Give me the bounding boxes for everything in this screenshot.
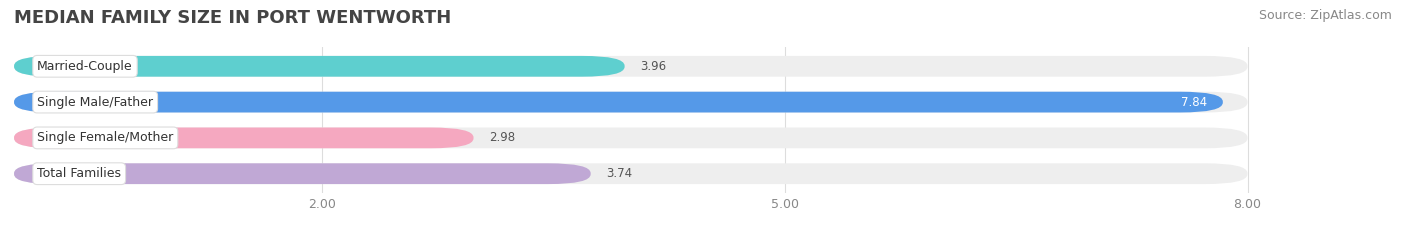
Text: Total Families: Total Families <box>37 167 121 180</box>
FancyBboxPatch shape <box>14 56 1247 77</box>
Text: MEDIAN FAMILY SIZE IN PORT WENTWORTH: MEDIAN FAMILY SIZE IN PORT WENTWORTH <box>14 9 451 27</box>
Text: Source: ZipAtlas.com: Source: ZipAtlas.com <box>1258 9 1392 22</box>
Text: Married-Couple: Married-Couple <box>37 60 132 73</box>
Text: Single Male/Father: Single Male/Father <box>37 96 153 109</box>
FancyBboxPatch shape <box>14 163 1247 184</box>
Text: 3.74: 3.74 <box>606 167 633 180</box>
FancyBboxPatch shape <box>14 163 591 184</box>
FancyBboxPatch shape <box>14 127 474 148</box>
FancyBboxPatch shape <box>14 127 1247 148</box>
FancyBboxPatch shape <box>14 92 1247 113</box>
FancyBboxPatch shape <box>14 56 624 77</box>
Text: Single Female/Mother: Single Female/Mother <box>37 131 173 144</box>
Text: 3.96: 3.96 <box>640 60 666 73</box>
FancyBboxPatch shape <box>14 92 1223 113</box>
Text: 7.84: 7.84 <box>1181 96 1208 109</box>
Text: 2.98: 2.98 <box>489 131 515 144</box>
